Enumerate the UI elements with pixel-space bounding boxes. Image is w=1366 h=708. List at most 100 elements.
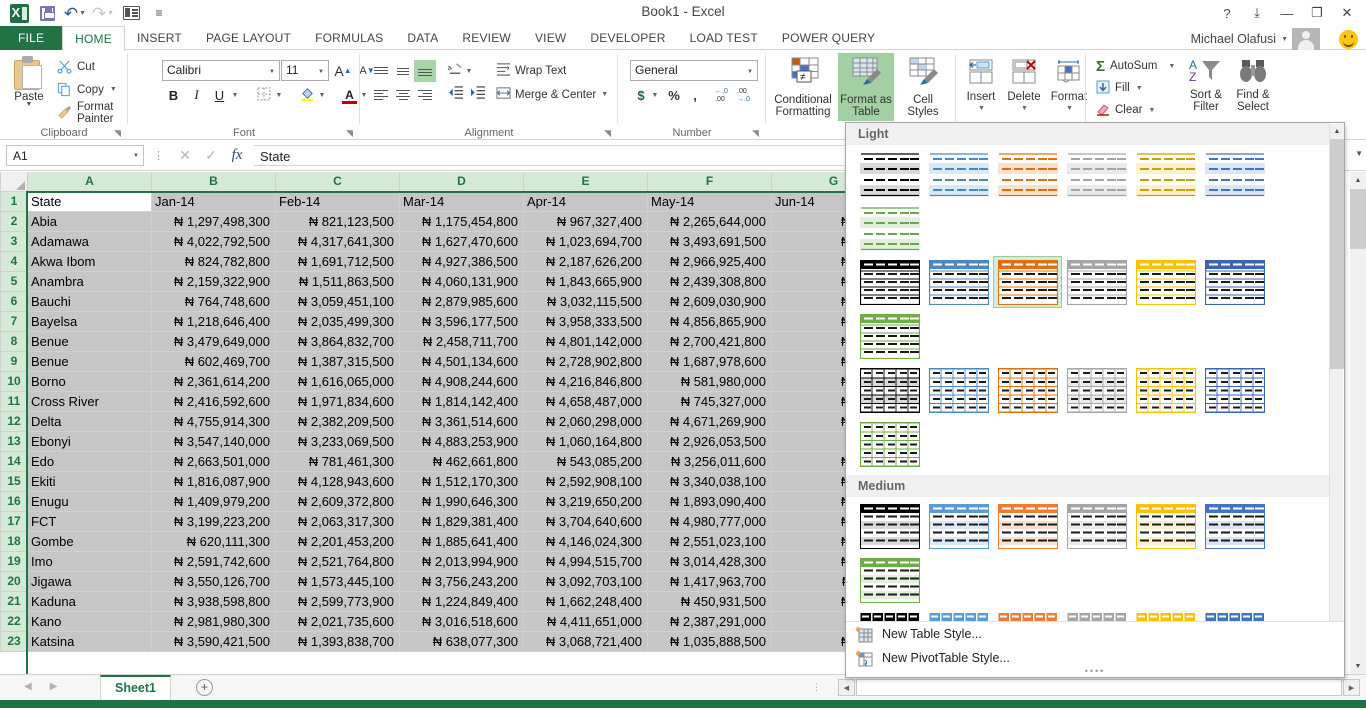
merge-center-button[interactable]: Merge & Center ▼ — [492, 83, 612, 106]
table-row[interactable]: 8 Benue ₦ 3,479,649,000 ₦ 3,864,832,700 ₦ 2,… — [0, 330, 896, 352]
cell-jan[interactable]: ₦ 3,938,598,800 — [151, 591, 276, 612]
cell-feb[interactable]: ₦ 2,021,735,600 — [275, 611, 400, 632]
cell-feb[interactable]: ₦ 2,382,209,500 — [275, 411, 400, 432]
cell-feb[interactable]: ₦ 781,461,300 — [275, 451, 400, 472]
cell-state[interactable]: Borno — [27, 371, 152, 392]
borders-dropdown[interactable]: ▼ — [275, 91, 283, 99]
cell-feb[interactable]: ₦ 1,387,315,500 — [275, 351, 400, 372]
table-row[interactable]: 13 Ebonyi ₦ 3,547,140,000 ₦ 3,233,069,500 ₦ … — [0, 430, 896, 452]
font-name-input[interactable]: Calibri ▼ — [162, 60, 280, 81]
tab-view[interactable]: VIEW — [534, 31, 567, 45]
row-header[interactable]: 2 — [0, 210, 28, 232]
percent-style-button[interactable]: % — [668, 87, 680, 103]
cell-apr[interactable]: ₦ 2,728,902,800 — [523, 351, 648, 372]
row-header[interactable]: 11 — [0, 390, 28, 412]
format-as-table-button[interactable]: Format as Table — [838, 53, 894, 121]
cell-state[interactable]: Delta — [27, 411, 152, 432]
cell-feb[interactable]: ₦ 2,201,453,200 — [275, 531, 400, 552]
cell-may[interactable]: ₦ 4,856,865,900 — [647, 311, 772, 332]
insert-function-icon[interactable]: fx — [231, 147, 243, 163]
new-table-style-item[interactable]: New Table Style... — [846, 622, 1344, 646]
scroll-down-icon[interactable]: ▼ — [1350, 658, 1366, 674]
row-header[interactable]: 14 — [0, 450, 28, 472]
cell-state[interactable]: Benue — [27, 331, 152, 352]
cell-may[interactable]: ₦ 1,417,963,700 — [647, 571, 772, 592]
tab-insert[interactable]: INSERT — [136, 31, 182, 45]
scrollbar-resize-grip[interactable]: ⋮ — [812, 682, 822, 692]
cell-apr[interactable]: ₦ 4,411,651,000 — [523, 611, 648, 632]
font-dialog-launcher[interactable]: ◥ — [346, 128, 353, 138]
cell-may[interactable]: ₦ 581,980,000 — [647, 371, 772, 392]
column-header-a[interactable]: A — [27, 172, 152, 192]
wrap-text-button[interactable]: Wrap Text — [492, 59, 570, 82]
insert-cells-button[interactable]: Insert ▼ — [960, 53, 1002, 121]
orientation-button[interactable]: a — [444, 60, 466, 82]
cell-jan[interactable]: ₦ 3,590,421,500 — [151, 631, 276, 652]
cell-mar[interactable]: ₦ 3,361,514,600 — [399, 411, 524, 432]
close-icon[interactable]: ✕ — [1341, 5, 1353, 20]
cell-jan[interactable]: ₦ 3,479,649,000 — [151, 331, 276, 352]
gallery-resize-handle[interactable]: •••• — [1084, 666, 1106, 676]
cell-apr[interactable]: ₦ 4,146,024,300 — [523, 531, 648, 552]
sheet-nav-arrows[interactable]: ◀ ▶ — [24, 681, 57, 692]
tab-formulas[interactable]: FORMULAS — [315, 31, 384, 45]
table-row[interactable]: 19 Imo ₦ 2,591,742,600 ₦ 2,521,764,800 ₦ 2,0… — [0, 550, 896, 572]
row-header[interactable]: 22 — [0, 610, 28, 632]
row-header[interactable]: 23 — [0, 630, 28, 652]
format-cells-button[interactable]: Format ▼ — [1046, 53, 1092, 121]
row-header[interactable]: 21 — [0, 590, 28, 612]
sheet-tab-sheet1[interactable]: Sheet1 — [100, 675, 171, 700]
customize-qat-icon[interactable]: ≡ — [155, 6, 163, 20]
tab-data[interactable]: DATA — [407, 31, 439, 45]
cell-mar[interactable]: ₦ 1,885,641,400 — [399, 531, 524, 552]
cell-mar[interactable]: ₦ 1,814,142,400 — [399, 391, 524, 412]
cell-jan[interactable]: ₦ 2,981,980,300 — [151, 611, 276, 632]
row-header[interactable]: 5 — [0, 270, 28, 292]
cell-may[interactable]: ₦ 2,551,023,100 — [647, 531, 772, 552]
cell-state[interactable]: Imo — [27, 551, 152, 572]
table-style-swatch[interactable] — [924, 256, 993, 308]
cell-apr[interactable]: ₦ 967,327,400 — [523, 211, 648, 232]
tab-developer[interactable]: DEVELOPER — [590, 31, 666, 45]
autosum-button[interactable]: Σ AutoSum ▼ — [1096, 57, 1176, 75]
cell-may[interactable]: ₦ 3,256,011,600 — [647, 451, 772, 472]
cell-feb[interactable]: ₦ 1,616,065,000 — [275, 371, 400, 392]
cell-state[interactable]: Anambra — [27, 271, 152, 292]
table-style-swatch[interactable] — [1200, 256, 1269, 308]
font-color-button[interactable]: A — [338, 84, 361, 106]
table-row[interactable]: 21 Kaduna ₦ 3,938,598,800 ₦ 2,599,773,900 ₦ … — [0, 590, 896, 612]
borders-button[interactable] — [252, 84, 275, 106]
table-style-swatch[interactable] — [855, 256, 924, 308]
table-style-swatch[interactable] — [1131, 148, 1200, 200]
clipboard-dialog-launcher[interactable]: ◥ — [114, 128, 121, 138]
format-as-table-gallery[interactable]: LightMediumDark ▲ ▼ New Table Style... N… — [845, 122, 1345, 678]
cell-mar[interactable]: ₦ 3,756,243,200 — [399, 571, 524, 592]
excel-logo-icon[interactable] — [6, 2, 32, 24]
column-header-f[interactable]: F — [647, 172, 772, 192]
cell-may[interactable]: ₦ 3,493,691,500 — [647, 231, 772, 252]
cell-feb[interactable]: ₦ 4,317,641,300 — [275, 231, 400, 252]
row-header[interactable]: 18 — [0, 530, 28, 552]
cell-jan[interactable]: ₦ 2,159,322,900 — [151, 271, 276, 292]
cell-apr[interactable]: ₦ 3,958,333,500 — [523, 311, 648, 332]
table-row[interactable]: 20 Jigawa ₦ 3,550,126,700 ₦ 1,573,445,100 ₦ … — [0, 570, 896, 592]
row-header[interactable]: 8 — [0, 330, 28, 352]
cell-apr[interactable]: ₦ 3,068,721,400 — [523, 631, 648, 652]
cell-feb[interactable]: ₦ 2,521,764,800 — [275, 551, 400, 572]
table-style-swatch[interactable] — [855, 148, 924, 200]
table-row[interactable]: 22 Kano ₦ 2,981,980,300 ₦ 2,021,735,600 ₦ 3,… — [0, 610, 896, 632]
table-style-swatch[interactable] — [855, 418, 924, 470]
sort-filter-button[interactable]: A Z Sort & Filter — [1182, 53, 1230, 121]
table-style-swatch[interactable] — [924, 364, 993, 416]
table-row[interactable]: 9 Benue ₦ 602,469,700 ₦ 1,387,315,500 ₦ 4,50… — [0, 350, 896, 372]
cell-apr[interactable]: ₦ 1,662,248,400 — [523, 591, 648, 612]
cell-f1[interactable]: May-14 — [647, 191, 772, 212]
cell-may[interactable]: ₦ 1,687,978,600 — [647, 351, 772, 372]
orientation-dropdown[interactable]: ▼ — [465, 67, 473, 75]
redo-icon[interactable]: ↶ ▼ — [91, 3, 115, 23]
cell-jan[interactable]: ₦ 1,218,646,400 — [151, 311, 276, 332]
cell-apr[interactable]: ₦ 2,592,908,100 — [523, 471, 648, 492]
column-header-d[interactable]: D — [399, 172, 524, 192]
row-header[interactable]: 9 — [0, 350, 28, 372]
table-style-swatch[interactable] — [1131, 256, 1200, 308]
